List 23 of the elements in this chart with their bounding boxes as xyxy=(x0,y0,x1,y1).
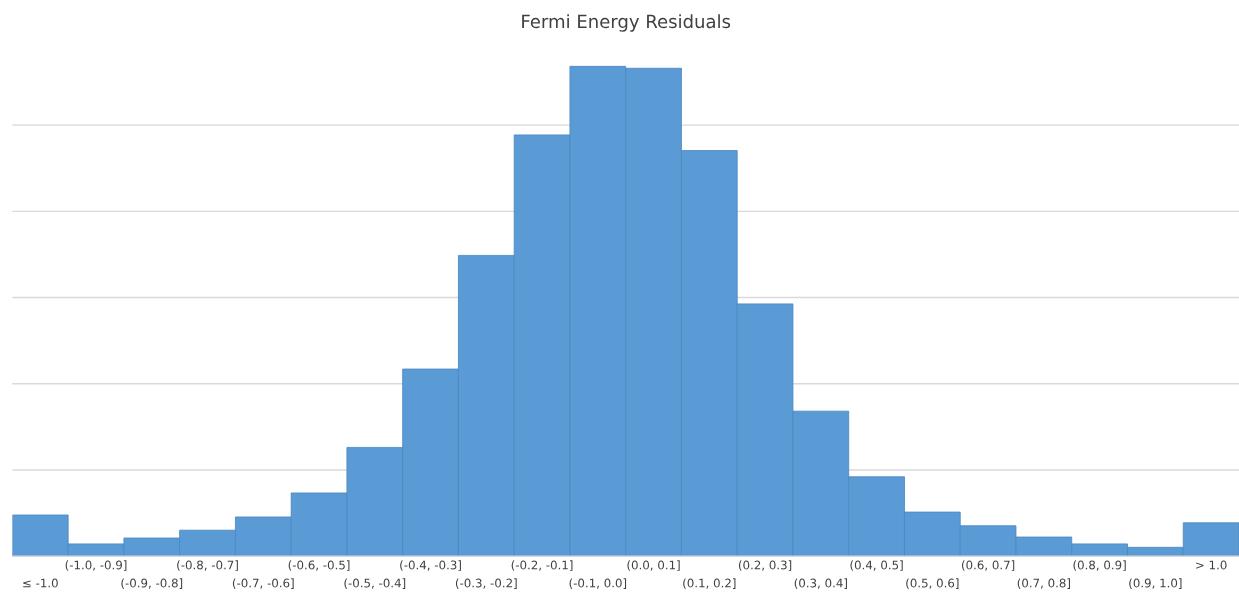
chart-title: Fermi Energy Residuals xyxy=(522,14,731,32)
x-tick-label: ≤ -1.0 xyxy=(23,578,58,588)
x-tick-label: (0.9, 1.0] xyxy=(1129,578,1182,589)
x-tick-label: (0.3, 0.4] xyxy=(794,578,847,589)
x-tick-label: (-1.0, -0.9] xyxy=(65,560,127,571)
x-tick-label: (0.5, 0.6] xyxy=(906,578,959,589)
x-tick-label: > 1.0 xyxy=(1196,560,1227,570)
x-tick-label: (0.1, 0.2] xyxy=(683,578,736,589)
x-tick-label: (0.6, 0.7] xyxy=(961,560,1015,571)
x-tick-label: (-0.7, -0.6] xyxy=(232,578,294,589)
x-tick-label: (0.2, 0.3] xyxy=(738,560,792,571)
x-tick-label: (-0.3, -0.2] xyxy=(455,578,517,589)
x-tick-label: (-0.1, 0.0] xyxy=(569,578,627,589)
x-tick-label: (-0.5, -0.4] xyxy=(344,578,406,589)
x-tick-label: (0.8, 0.9] xyxy=(1073,560,1126,571)
x-tick-label: (-0.9, -0.8] xyxy=(121,578,183,589)
x-tick-label: (0.7, 0.8] xyxy=(1017,578,1070,589)
x-tick-label: (-0.2, -0.1] xyxy=(511,560,573,571)
x-tick-label: (-0.4, -0.3] xyxy=(400,560,461,571)
x-tick-label: (0.4, 0.5] xyxy=(850,560,903,571)
x-tick-label: (0.0, 0.1] xyxy=(627,560,680,571)
x-tick-label: (-0.8, -0.7] xyxy=(177,560,238,571)
x-tick-label: (-0.6, -0.5] xyxy=(288,560,350,571)
